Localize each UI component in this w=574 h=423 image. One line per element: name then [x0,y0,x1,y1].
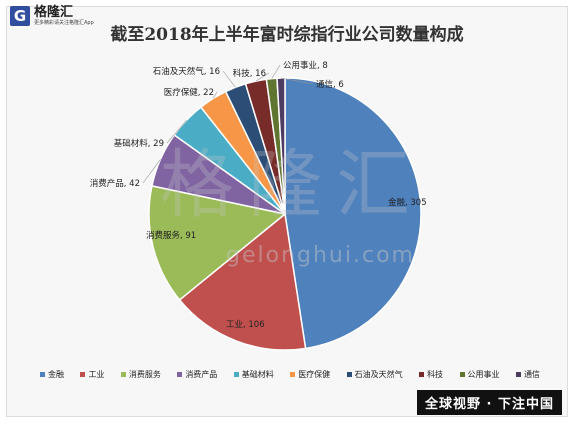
legend-item-1: 工业 [80,369,104,380]
leader-line-3 [142,159,161,184]
leader-line-7 [255,72,270,82]
leader-line-9 [280,77,314,85]
pie-slice-9 [276,77,286,215]
legend-label-0: 金融 [48,369,64,379]
data-label-3: 消费产品, 42 [90,178,140,189]
data-label-2: 消费服务, 91 [146,230,196,241]
legend-item-9: 通信 [515,369,540,380]
data-label-9: 通信, 6 [316,79,344,90]
legend-swatch-2 [120,371,126,377]
pie-slice-2 [148,184,287,301]
legend-swatch-0 [40,371,45,377]
legend-swatch-9 [515,371,521,377]
legend-swatch-6 [346,371,352,377]
legend-swatch-8 [459,371,465,377]
pie-slice-0 [284,77,422,350]
data-label-8: 公用事业, 8 [283,60,328,71]
legend-label-4: 基础材料 [241,369,274,379]
data-label-5: 医疗保健, 22 [164,87,214,98]
legend-item-6: 石油及天然气 [346,369,403,380]
legend-label-8: 公用事业 [467,369,500,379]
footer-slogan: 全球视野 · 下注中国 [417,390,562,415]
data-label-0: 金融, 305 [388,197,427,208]
leader-line-8 [271,64,281,79]
legend-item-2: 消费服务 [120,369,161,380]
logo-slogan: 更多精彩请关注格隆汇App [34,20,94,26]
legend-label-9: 通信 [523,369,540,379]
leader-line-6 [222,70,236,88]
logo-name: 格隆汇 [34,5,74,20]
leader-line-5 [212,91,218,99]
legend-swatch-5 [290,371,296,377]
data-label-6: 石油及天然气, 16 [153,66,220,77]
chart-legend: 金融 工业 消费服务 消费产品 基础材料 医疗保健 石油及天然气 科技 公用事业 通信 [40,366,540,382]
legend-swatch-4 [233,371,239,377]
legend-label-1: 工业 [88,369,105,379]
legend-swatch-3 [177,371,183,377]
brand-logo: G 格隆汇 更多精彩请关注格隆汇App [10,6,94,30]
data-label-4: 基础材料, 29 [114,138,164,149]
legend-item-8: 公用事业 [459,369,500,380]
legend-label-2: 消费服务 [128,369,161,379]
legend-item-0: 金融 [40,369,64,380]
pie-slice-1 [178,212,307,351]
legend-label-5: 医疗保健 [298,369,331,379]
legend-item-5: 医疗保健 [290,369,330,380]
chart-title: 截至2018年上半年富时综指行业公司数量构成 [110,25,464,45]
legend-item-3: 消费产品 [177,369,217,380]
legend-label-7: 科技 [427,369,444,379]
legend-swatch-1 [80,371,86,377]
data-label-1: 工业, 106 [226,319,265,330]
logo-icon: G [10,6,30,26]
legend-label-6: 石油及天然气 [354,369,403,379]
data-label-7: 科技, 16 [233,68,266,79]
legend-item-7: 科技 [419,369,443,380]
leader-line-4 [166,119,187,144]
legend-swatch-7 [419,371,425,377]
legend-label-3: 消费产品 [185,369,218,379]
legend-item-4: 基础材料 [233,369,274,380]
